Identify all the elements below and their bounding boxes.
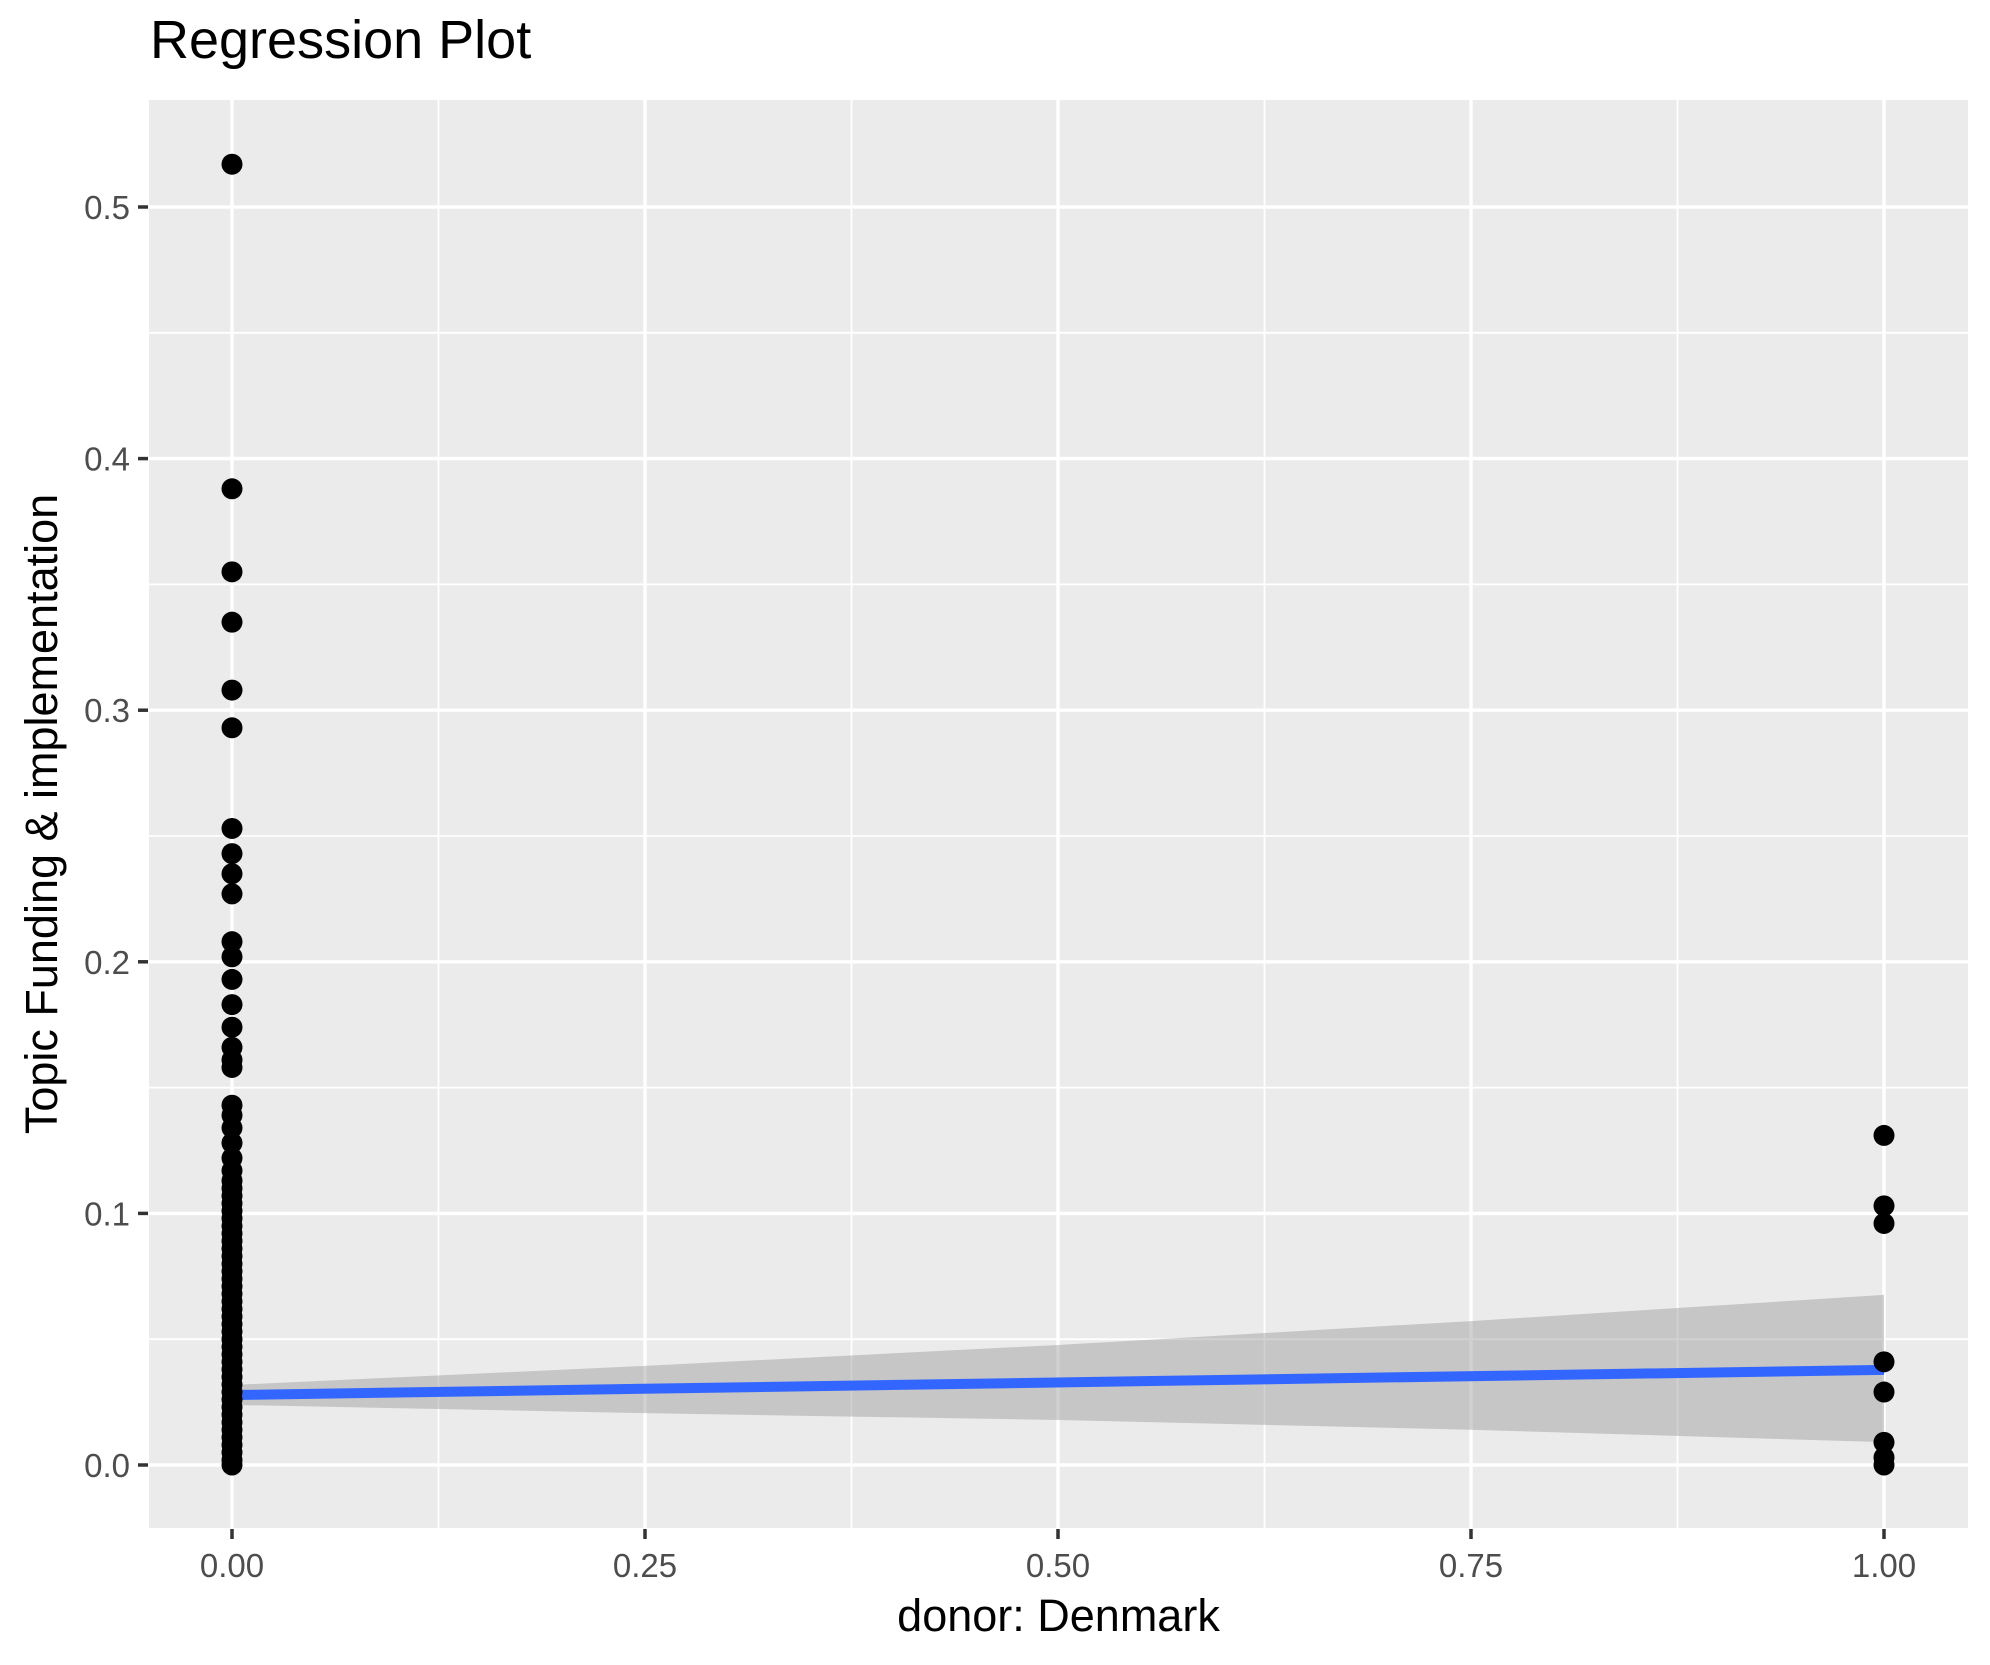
data-point-x0 <box>221 561 243 583</box>
x-axis-title: donor: Denmark <box>897 1590 1220 1641</box>
data-point-x0 <box>221 946 243 968</box>
x-tick-label: 0.75 <box>1439 1547 1503 1584</box>
x-tick-label: 1.00 <box>1852 1547 1916 1584</box>
data-point-x1 <box>1873 1212 1895 1234</box>
data-point-x0 <box>221 478 243 500</box>
regression-line <box>231 1364 1885 1401</box>
data-point-x0 <box>221 1016 243 1038</box>
data-point-x0 <box>221 611 243 633</box>
data-point-x0 <box>221 1132 243 1154</box>
data-point-x0 <box>221 843 243 865</box>
y-tick-label: 0.1 <box>84 1195 130 1232</box>
data-point-x1 <box>1873 1351 1895 1373</box>
data-point-x0 <box>221 968 243 990</box>
data-point-x0 <box>221 1117 243 1139</box>
data-point-x0 <box>221 883 243 905</box>
data-point-x0 <box>221 717 243 739</box>
x-tick-label: 0.50 <box>1026 1547 1090 1584</box>
y-tick-label: 0.3 <box>84 692 130 729</box>
data-point-x1 <box>1873 1381 1895 1403</box>
x-tick-label: 0.25 <box>613 1547 677 1584</box>
data-point-x1 <box>1873 1431 1895 1453</box>
y-tick-label: 0.5 <box>84 189 130 226</box>
plot-title: Regression Plot <box>150 10 532 70</box>
data-point-x1 <box>1873 1124 1895 1146</box>
data-point-x1 <box>1873 1454 1895 1476</box>
data-point-x0 <box>221 931 243 953</box>
data-point-x0 <box>221 153 243 175</box>
data-point-x0 <box>221 863 243 885</box>
data-point-x0 <box>221 1056 243 1078</box>
y-axis-title: Topic Funding & implementation <box>16 493 67 1135</box>
data-point-x0 <box>221 817 243 839</box>
y-tick-label: 0.2 <box>84 944 130 981</box>
data-point-x0 <box>221 994 243 1016</box>
x-tick-label: 0.00 <box>200 1547 264 1584</box>
data-point-x1 <box>1873 1195 1895 1217</box>
y-tick-label: 0.0 <box>84 1447 130 1484</box>
data-point-x0 <box>221 679 243 701</box>
confidence-band <box>232 1294 1884 1443</box>
data-point-x0 <box>221 1454 243 1476</box>
y-tick-label: 0.4 <box>84 441 130 478</box>
